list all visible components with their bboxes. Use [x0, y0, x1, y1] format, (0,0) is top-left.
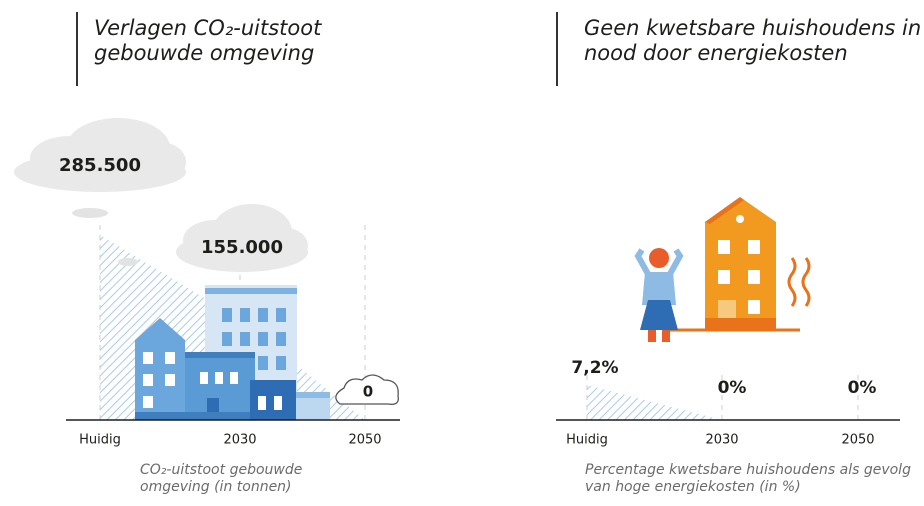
chart: Huidig 285.500 2030 155.000 2050 0 Huidig 7,2% 2…	[0, 0, 924, 506]
data-label: 7,2%	[571, 358, 618, 378]
illustration	[638, 197, 809, 342]
x-tick-label: 2030	[223, 433, 256, 448]
x-tick-label: 2050	[348, 433, 381, 448]
page: Verlagen CO₂-uitstoot gebouwde omgeving …	[0, 0, 924, 506]
x-tick-label: 2030	[705, 433, 738, 448]
data-label: 285.500	[59, 155, 141, 176]
x-tick-label: Huidig	[566, 433, 608, 448]
x-tick-label: 2050	[841, 433, 874, 448]
data-label: 155.000	[201, 237, 283, 258]
x-tick-label: Huidig	[79, 433, 121, 448]
data-label: 0%	[718, 378, 747, 398]
data-label: 0	[363, 383, 373, 401]
data-label: 0%	[848, 378, 877, 398]
